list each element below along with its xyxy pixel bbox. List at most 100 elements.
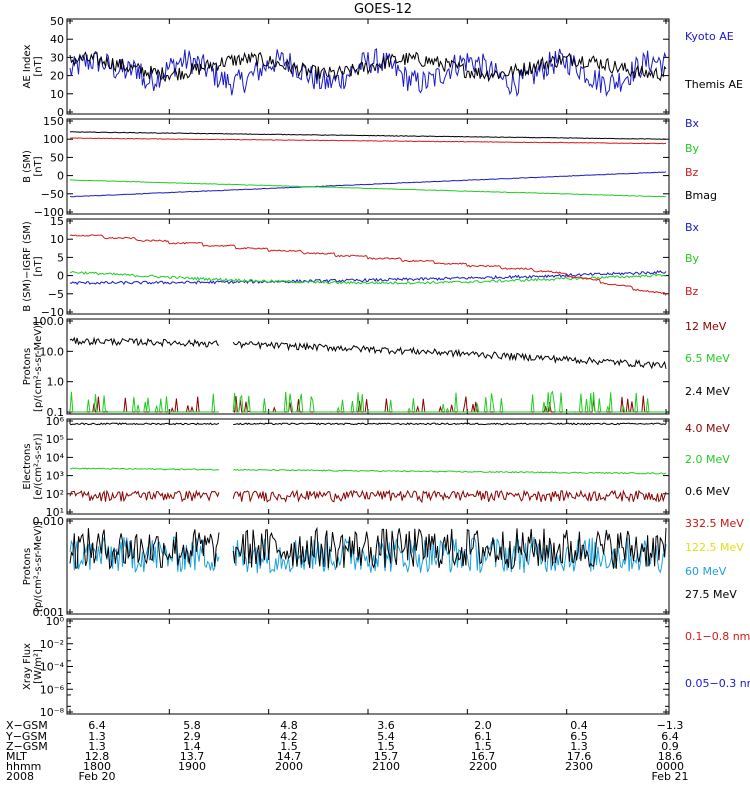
y-tick-label: 10 [50,88,64,101]
footer-cell: 2300 [565,760,593,773]
legend-entry: 122.5 MeV [685,541,744,554]
legend-entry: Bx [685,221,700,234]
footer-cell: 6.4 [661,730,679,743]
series-line-2-4-mev [69,336,667,370]
footer-cell: 6.4 [88,719,106,732]
y-tick-label: 100 [43,133,64,146]
footer-cell: 1.3 [88,740,106,753]
legend-entry: 332.5 MeV [685,517,744,530]
y-tick-label: 10⁻² [40,638,64,651]
y-axis-label: Protons [22,548,33,585]
y-tick-label: 10⁶ [46,415,65,428]
panel-frame [66,218,670,315]
legend-entry: 0.6 MeV [685,485,730,498]
legend-entry: 6.5 MeV [685,352,730,365]
panel-protons_high: 0.001 0.010 Protons [p/(cm²-s-sr-MeV)] 332.5… [22,515,744,619]
y-tick-label: 10 [50,233,64,246]
legend-entry: Bz [685,285,699,298]
y-tick-label: 20 [50,70,64,83]
series-line-27-5-mev [69,526,667,570]
y-tick-label: 10⁻⁶ [40,683,65,696]
series-line-bx [69,270,667,286]
y-axis-label: [nT] [33,56,44,76]
series-line-6-5-mev [69,390,666,413]
y-axis-label: Protons [22,348,33,385]
footer-cell: 1.5 [280,740,298,753]
y-tick-label: −5 [48,288,64,301]
footer-row-label: MLT [6,750,27,763]
y-tick-label: 0 [57,170,64,183]
y-tick-label: 15 [50,215,64,228]
footer-cell: Feb 20 [79,770,116,783]
footer-cell: 3.6 [377,719,395,732]
legend-entry: By [685,142,700,155]
y-tick-label: −10 [41,306,64,319]
y-tick-label: 40 [50,33,64,46]
y-axis-label: AE Index [22,44,33,88]
series-line-bz [69,137,667,145]
footer-cell: 1.3 [88,730,106,743]
footer-cell: −1.3 [657,719,684,732]
y-axis-label: [nT] [33,256,44,276]
footer-cell: 2200 [469,760,497,773]
legend-entry: Bz [685,166,699,179]
y-tick-label: 1.0 [47,376,65,389]
y-axis-label: [nT] [33,156,44,176]
legend-entry: 0.05−0.3 nm [685,677,750,690]
legend-entry: 27.5 MeV [685,588,737,601]
ephemeris-footer: X−GSMY−GSMZ−GSMMLThhmm20086.41.31.312.81… [5,719,688,783]
y-axis-label: [p/(cm²-s-sr-MeV)] [33,321,44,412]
y-tick-label: 10.0 [40,345,65,358]
footer-cell: 2.9 [183,730,201,743]
series-line-4-0-mev [69,489,667,504]
footer-row-label: Y−GSM [5,730,47,743]
y-axis-label: B (SM) [22,150,33,183]
plot-title: GOES-12 [354,2,412,17]
panel-b_minus_igrf: −10 −5 0 5 10 15 B (SM)−IGRF (SM) [nT] Bx By Bz [22,215,700,319]
footer-cell: 2100 [372,760,400,773]
footer-cell: 6.1 [474,730,492,743]
y-tick-label: 0.1 [47,406,65,419]
legend-entry: By [685,252,700,265]
legend-entry: 2.0 MeV [685,453,730,466]
y-axis-label: [p/(cm²-s-sr-MeV)] [33,521,44,612]
series-line-themis-ae [69,51,667,83]
footer-cell: 2.0 [474,719,492,732]
footer-cell: 6.5 [570,730,588,743]
footer-cell: 1900 [178,760,206,773]
footer-cell: 4.8 [280,719,298,732]
y-tick-label: 150 [43,115,64,128]
footer-cell: 1.5 [377,740,395,753]
legend-entry: Bmag [685,189,717,202]
y-tick-label: 10⁻⁸ [40,706,65,719]
footer-cell: 16.7 [471,750,496,763]
panel-protons_low: 0.1 1.0 10.0 100.0 Protons [p/(cm²-s-sr-MeV)]… [22,315,730,419]
y-tick-label: 100.0 [33,315,65,328]
footer-cell: 4.2 [280,730,298,743]
panel-electrons: 10¹ 10² 10³ 10⁴ 10⁵ 10⁶ Electrons [e/(cm²-s-sr)… [22,415,730,519]
legend-entry: 0.1−0.8 nm [685,630,750,643]
y-tick-label: 0.010 [33,515,65,528]
y-tick-label: 0.001 [33,606,65,619]
footer-cell: 1.5 [474,740,492,753]
series-line-bz [69,234,667,296]
legend-entry: 2.4 MeV [685,385,730,398]
legend-entry: 60 MeV [685,565,727,578]
y-tick-label: 10⁰ [46,615,65,628]
footer-cell: 5.8 [183,719,201,732]
footer-cell: 14.7 [277,750,302,763]
footer-row-label: hhmm [6,760,41,773]
footer-cell: 18.6 [658,750,683,763]
series-line-bmag [69,131,667,140]
y-tick-label: 10⁵ [46,433,64,446]
panel-frame [66,318,670,415]
y-axis-label: [e/(cm²-s-sr)] [33,433,44,499]
panel-frame [66,418,670,515]
y-tick-label: 10² [46,488,64,501]
series-line-2-0-mev [69,467,667,475]
y-axis-label: Xray Flux [22,643,33,690]
y-tick-label: 10¹ [46,506,64,519]
legend-entry: Kyoto AE [685,30,734,43]
